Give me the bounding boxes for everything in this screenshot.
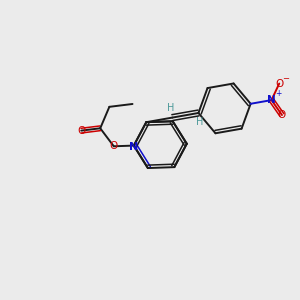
- Text: O: O: [278, 110, 286, 120]
- Text: −: −: [282, 74, 289, 83]
- Text: O: O: [275, 79, 284, 88]
- Text: H: H: [196, 117, 204, 128]
- Text: O: O: [77, 126, 86, 136]
- Text: H: H: [167, 103, 175, 113]
- Text: +: +: [275, 89, 281, 98]
- Text: O: O: [110, 141, 118, 151]
- Text: N: N: [129, 142, 138, 152]
- Text: N: N: [267, 95, 276, 105]
